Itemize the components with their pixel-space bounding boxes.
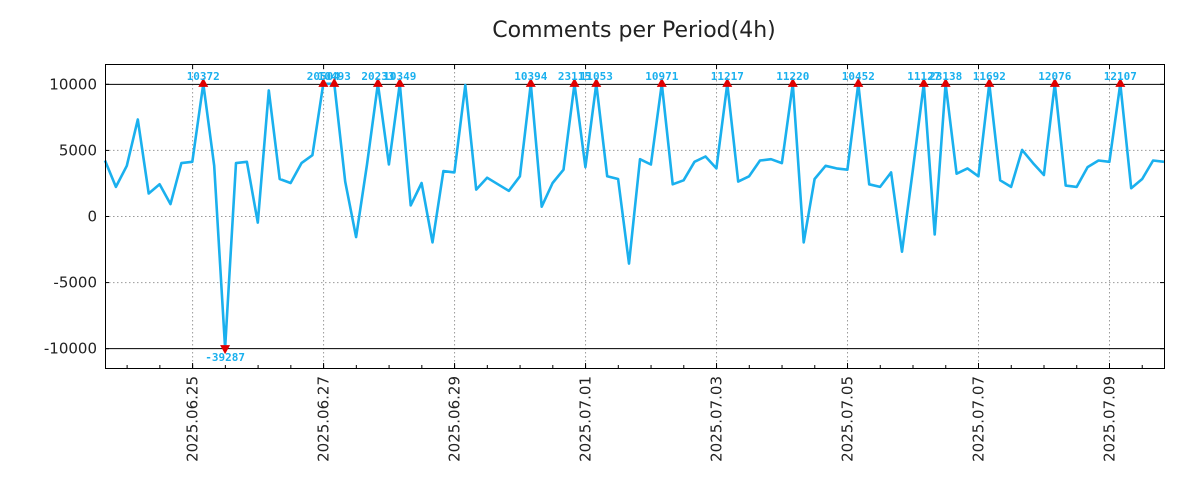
peak-value-label: 10349 [383, 70, 416, 83]
peak-marker [394, 77, 405, 87]
peak-value-label: 10394 [514, 70, 547, 83]
peak-value-label: 11217 [711, 70, 744, 83]
peak-value-label: 10372 [187, 70, 220, 83]
x-tick-label: 2025.07.01 [577, 376, 595, 462]
peak-value-label: 11053 [580, 70, 613, 83]
y-tick-label: -5000 [53, 274, 97, 292]
peak-marker [372, 77, 383, 87]
peak-value-label: 12107 [1104, 70, 1137, 83]
peak-value-label: 20233 [361, 70, 394, 83]
peak-value-label: 11692 [973, 70, 1006, 83]
x-tick-label: 2025.07.07 [970, 376, 988, 462]
x-tick-label: 2025.07.05 [839, 376, 857, 462]
peak-marker [918, 77, 929, 87]
x-tick-label: 2025.06.29 [446, 376, 464, 462]
peak-marker [1115, 77, 1126, 87]
peak-marker [198, 77, 209, 87]
peak-value-label: 12076 [1038, 70, 1071, 83]
peak-value-label: 11220 [776, 70, 809, 83]
x-tick-label: 2025.06.25 [184, 376, 202, 462]
peak-marker [591, 77, 602, 87]
y-tick-label: 0 [87, 208, 97, 226]
peak-marker [1049, 77, 1060, 87]
x-tick-label: 2025.07.09 [1100, 376, 1118, 462]
peak-value-label: 11127 [907, 70, 940, 83]
peak-marker [984, 77, 995, 87]
plot-frame [105, 64, 1165, 369]
peak-marker [569, 77, 580, 87]
y-tick-label: 5000 [59, 141, 97, 159]
peak-marker [940, 77, 951, 87]
peak-value-label: 20504 [307, 70, 340, 83]
peak-value-label: 23115 [558, 70, 591, 83]
peak-marker [787, 77, 798, 87]
chart-title: Comments per Period(4h) [492, 18, 776, 43]
peak-value-label: 23138 [929, 70, 962, 83]
peak-marker [853, 77, 864, 87]
peak-value-label: -39287 [205, 351, 245, 364]
peak-marker [318, 77, 329, 87]
peak-marker [329, 77, 340, 87]
peak-value-label: 10452 [842, 70, 875, 83]
x-tick-label: 2025.06.27 [315, 376, 333, 462]
peak-value-label: 10971 [645, 70, 678, 83]
y-tick-label: -10000 [44, 340, 97, 358]
peak-marker [220, 345, 231, 355]
y-tick-label: 10000 [49, 75, 97, 93]
peak-value-label: 10493 [318, 70, 351, 83]
series-line-comments [103, 82, 1165, 350]
series-layer [103, 82, 1165, 350]
peak-marker [656, 77, 667, 87]
x-tick-label: 2025.07.03 [708, 376, 726, 462]
peak-marker [722, 77, 733, 87]
tick-layer: -10000 -5000 0 5000 10000 2025.06.25 2025.06.2… [44, 64, 1164, 462]
peak-marker [525, 77, 536, 87]
